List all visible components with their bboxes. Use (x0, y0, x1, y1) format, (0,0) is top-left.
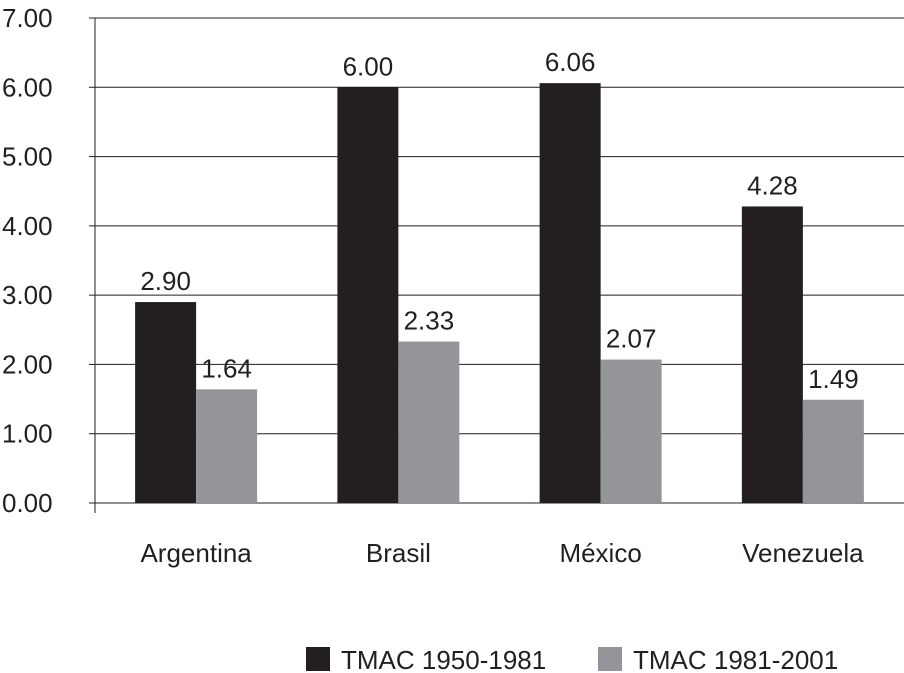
legend-label: TMAC 1950-1981 (341, 645, 546, 673)
y-tick-label: 0.00 (2, 488, 53, 518)
y-tick-label: 7.00 (2, 3, 53, 33)
gridlines (95, 17, 904, 435)
bar (135, 302, 197, 503)
bar (539, 83, 601, 503)
y-tick-label: 3.00 (2, 280, 53, 310)
data-labels: 2.90 6.00 6.06 4.28 1.64 2.33 2.07 1.49 (140, 47, 858, 394)
data-label: 2.90 (140, 266, 191, 296)
bars (135, 83, 864, 504)
bar (337, 87, 399, 504)
bar (802, 399, 864, 503)
x-category-label: Venezuela (742, 538, 864, 568)
x-category-label: México (559, 538, 641, 568)
y-tick-label: 4.00 (2, 211, 53, 241)
y-axis: 0.00 1.00 2.00 3.00 4.00 5.00 6.00 7.00 (2, 3, 96, 518)
bar (600, 359, 662, 503)
bar (196, 389, 258, 503)
legend: TMAC 1950-1981 TMAC 1981-2001 (306, 645, 838, 673)
x-axis: Argentina Brasil México Venezuela (95, 502, 904, 568)
legend-label: TMAC 1981-2001 (633, 645, 838, 673)
data-label: 2.33 (404, 306, 455, 336)
y-tick-label: 1.00 (2, 419, 53, 449)
data-label: 6.00 (343, 51, 394, 81)
y-tick-label: 5.00 (2, 142, 53, 172)
x-category-label: Argentina (140, 538, 252, 568)
data-label: 2.07 (606, 324, 657, 354)
legend-swatch (598, 647, 622, 671)
data-label: 6.06 (545, 47, 596, 77)
legend-swatch (306, 647, 330, 671)
y-tick-label: 2.00 (2, 349, 53, 379)
bar (398, 341, 460, 503)
x-category-label: Brasil (366, 538, 431, 568)
bar (741, 206, 803, 503)
data-label: 4.28 (747, 170, 798, 200)
y-tick-label: 6.00 (2, 72, 53, 102)
data-label: 1.49 (808, 364, 859, 394)
data-label: 1.64 (201, 353, 252, 383)
